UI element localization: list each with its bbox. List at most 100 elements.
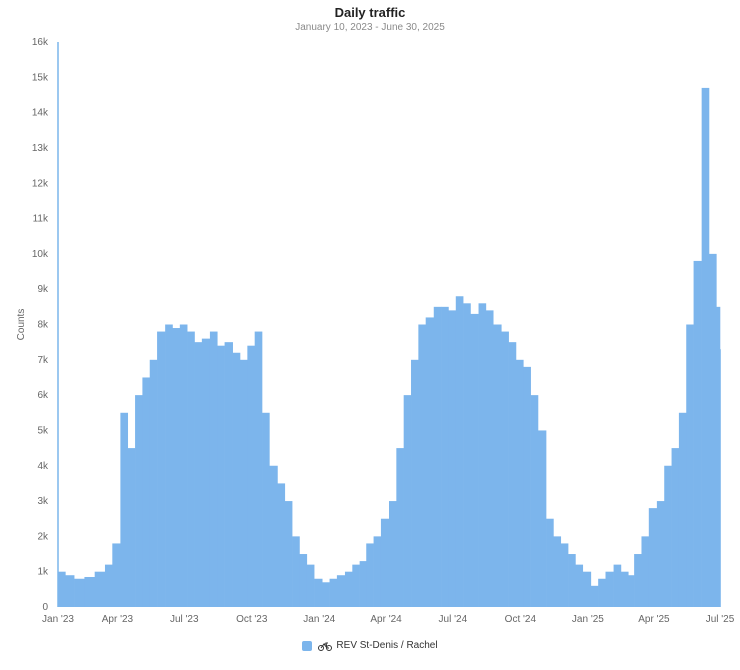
bar[interactable] (664, 465, 672, 607)
bar[interactable] (701, 87, 710, 607)
bar[interactable] (359, 561, 367, 607)
bar[interactable] (127, 448, 136, 607)
bar[interactable] (575, 564, 584, 607)
bar[interactable] (322, 582, 330, 607)
bar[interactable] (448, 310, 457, 607)
bar[interactable] (648, 508, 658, 607)
bar[interactable] (537, 430, 547, 607)
x-tick-label: Apr '23 (102, 614, 134, 625)
bar[interactable] (671, 448, 680, 607)
bar[interactable] (194, 342, 203, 607)
bar[interactable] (336, 575, 346, 607)
bar[interactable] (720, 349, 721, 607)
bar[interactable] (523, 366, 531, 607)
bar[interactable] (634, 554, 642, 607)
bar[interactable] (441, 306, 449, 607)
bar[interactable] (187, 331, 195, 607)
bar[interactable] (463, 303, 471, 607)
bar[interactable] (262, 412, 270, 607)
bar[interactable] (201, 338, 211, 607)
bar[interactable] (380, 518, 390, 607)
bar[interactable] (656, 501, 665, 607)
bar[interactable] (553, 536, 562, 607)
bar[interactable] (157, 331, 166, 607)
bar[interactable] (58, 571, 66, 607)
bar[interactable] (352, 564, 360, 607)
bar[interactable] (478, 303, 487, 607)
bar[interactable] (149, 359, 158, 607)
y-axis-title: Counts (16, 309, 27, 341)
bar[interactable] (366, 543, 374, 607)
bar[interactable] (299, 554, 308, 607)
bar[interactable] (217, 345, 225, 607)
bar[interactable] (455, 296, 464, 607)
bar[interactable] (425, 317, 435, 607)
bar[interactable] (224, 342, 233, 607)
bar[interactable] (493, 324, 502, 608)
bar[interactable] (306, 564, 315, 607)
bar[interactable] (344, 571, 353, 607)
bar[interactable] (508, 342, 517, 607)
bar[interactable] (179, 324, 188, 608)
bar[interactable] (120, 412, 129, 607)
bar-series (58, 87, 721, 608)
bar[interactable] (605, 571, 614, 607)
bar[interactable] (172, 328, 181, 607)
bar[interactable] (708, 253, 717, 607)
bar[interactable] (104, 564, 113, 607)
bar[interactable] (254, 331, 263, 607)
legend-series-label[interactable]: REV St-Denis / Rachel (336, 640, 438, 651)
bar[interactable] (582, 571, 592, 607)
bar[interactable] (74, 578, 85, 607)
bar[interactable] (470, 313, 479, 607)
bar[interactable] (568, 554, 576, 607)
bar[interactable] (240, 359, 248, 607)
bar[interactable] (112, 543, 121, 607)
bar[interactable] (314, 578, 323, 607)
bar[interactable] (560, 543, 569, 607)
bar[interactable] (590, 585, 599, 607)
bar[interactable] (620, 571, 629, 607)
bar[interactable] (284, 501, 293, 607)
legend-swatch[interactable] (302, 640, 313, 651)
bar[interactable] (403, 395, 412, 607)
bar[interactable] (641, 536, 650, 607)
bar[interactable] (686, 324, 694, 608)
y-tick-label: 9k (37, 284, 49, 295)
y-tick-label: 16k (32, 37, 49, 48)
bar[interactable] (546, 518, 554, 607)
bar[interactable] (501, 331, 509, 607)
bar[interactable] (84, 576, 95, 607)
bar[interactable] (373, 536, 382, 607)
bar[interactable] (209, 331, 218, 607)
bar[interactable] (515, 359, 524, 607)
bar[interactable] (678, 412, 687, 607)
bar[interactable] (269, 465, 278, 607)
bar[interactable] (613, 564, 622, 607)
bar[interactable] (411, 359, 419, 607)
bar[interactable] (396, 448, 404, 607)
bar[interactable] (232, 352, 241, 607)
bar[interactable] (165, 324, 173, 608)
bar[interactable] (277, 483, 286, 607)
x-tick-label: Oct '23 (236, 614, 268, 625)
bar[interactable] (485, 310, 494, 607)
bar[interactable] (135, 395, 143, 607)
bar[interactable] (142, 377, 151, 607)
bar[interactable] (418, 324, 426, 608)
y-tick-label: 13k (32, 143, 49, 154)
bar[interactable] (693, 260, 702, 607)
bar[interactable] (628, 575, 635, 607)
x-tick-label: Jan '25 (572, 614, 604, 625)
bar[interactable] (247, 345, 255, 607)
bar[interactable] (598, 578, 606, 607)
bar[interactable] (94, 571, 106, 607)
legend[interactable]: REV St-Denis / Rachel (0, 640, 740, 651)
bar[interactable] (716, 306, 721, 607)
bar[interactable] (329, 578, 338, 607)
bar[interactable] (530, 395, 539, 607)
bar[interactable] (389, 501, 397, 607)
bar[interactable] (292, 536, 300, 607)
bar[interactable] (433, 306, 442, 607)
bar[interactable] (65, 575, 75, 607)
